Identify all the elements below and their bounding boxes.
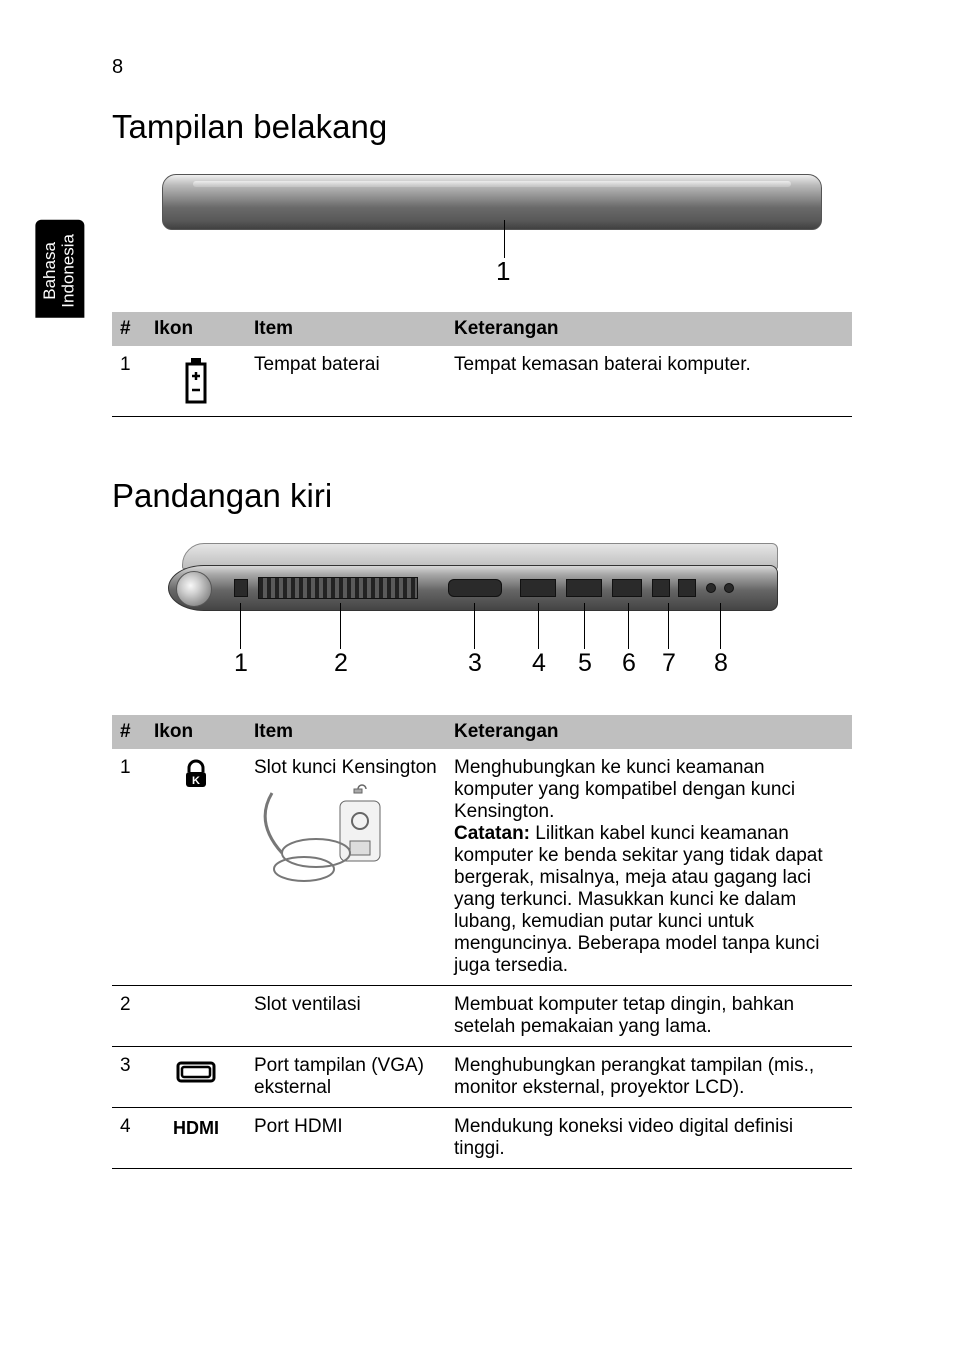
cell-item: Slot kunci Kensington [246, 749, 446, 986]
th-num: # [112, 312, 146, 346]
laptop-left-illustration [168, 543, 778, 619]
rj45-port [566, 579, 602, 597]
callout-number: 1 [496, 256, 510, 287]
vent-slot [258, 577, 418, 599]
th-ket: Keterangan [446, 715, 852, 749]
usb-port-1 [652, 579, 670, 597]
audio-port [706, 583, 716, 593]
callout-number: 1 [234, 649, 248, 678]
language-tab: BahasaIndonesia [35, 220, 84, 318]
audio-port-2 [724, 583, 734, 593]
section-left-view: Pandangan kiri 1 2 [112, 477, 852, 1169]
callout-line [628, 603, 629, 649]
cell-item: Slot ventilasi [246, 986, 446, 1047]
hdmi-port [520, 579, 556, 597]
heading-left-view: Pandangan kiri [112, 477, 852, 515]
th-item: Item [246, 715, 446, 749]
cell-ket: Membuat komputer tetap dingin, bahkan se… [446, 986, 852, 1047]
figure-rear: 1 [162, 174, 822, 294]
callout-number: 2 [334, 649, 348, 678]
table-left: # Ikon Item Keterangan 1 K Slot kunci Ke… [112, 715, 852, 1169]
vga-port [448, 579, 502, 597]
cell-item: Tempat baterai [246, 346, 446, 417]
th-ikon: Ikon [146, 715, 246, 749]
cell-num: 1 [112, 749, 146, 986]
callout-line [504, 220, 505, 258]
cell-ket: Tempat kemasan baterai komputer. [446, 346, 852, 417]
callout-number: 6 [622, 649, 636, 678]
cell-icon: K [146, 749, 246, 986]
table-header-row: # Ikon Item Keterangan [112, 312, 852, 346]
kensington-lock-drawing [254, 783, 394, 903]
table-row: 3 Port tampilan (VGA) eksternal Menghubu… [112, 1047, 852, 1108]
table-row: 1 K Slot kunci Kensington [112, 749, 852, 986]
th-item: Item [246, 312, 446, 346]
cell-icon [146, 1047, 246, 1108]
callout-line [538, 603, 539, 649]
callout-line [340, 603, 341, 649]
esata-port [612, 579, 642, 597]
callout-line [584, 603, 585, 649]
figure-left: 1 2 3 4 5 6 7 8 [168, 543, 778, 693]
page-content: Tampilan belakang 1 # Ikon Item Keterang… [112, 108, 852, 1169]
kensington-lock-icon: K [181, 759, 211, 789]
th-ikon: Ikon [146, 312, 246, 346]
th-ket: Keterangan [446, 312, 852, 346]
callout-line [720, 603, 721, 649]
note-label: Catatan: [454, 823, 530, 844]
table-row: 1 Tempat baterai Tempat kemasan baterai … [112, 346, 852, 417]
cell-num: 3 [112, 1047, 146, 1108]
page-number: 8 [112, 56, 123, 79]
kensington-port [234, 579, 248, 597]
cell-num: 2 [112, 986, 146, 1047]
th-num: # [112, 715, 146, 749]
cell-item: Port tampilan (VGA) eksternal [246, 1047, 446, 1108]
cell-ket: Menghubungkan ke kunci keamanan komputer… [446, 749, 852, 986]
cell-num: 4 [112, 1108, 146, 1169]
table-row: 4 HDMI Port HDMI Mendukung koneksi video… [112, 1108, 852, 1169]
vga-icon [172, 1057, 220, 1087]
table-row: 2 Slot ventilasi Membuat komputer tetap … [112, 986, 852, 1047]
callout-number: 5 [578, 649, 592, 678]
cell-icon [146, 986, 246, 1047]
svg-text:K: K [192, 775, 200, 787]
table-header-row: # Ikon Item Keterangan [112, 715, 852, 749]
usb-port-2 [678, 579, 696, 597]
battery-icon [179, 356, 213, 406]
callout-number: 8 [714, 649, 728, 678]
cell-item: Port HDMI [246, 1108, 446, 1169]
callout-number: 4 [532, 649, 546, 678]
hdmi-icon: HDMI [154, 1118, 238, 1139]
lock-illustration [254, 783, 394, 903]
callout-line [474, 603, 475, 649]
callout-number: 3 [468, 649, 482, 678]
cell-icon: HDMI [146, 1108, 246, 1169]
laptop-rear-illustration [162, 174, 822, 230]
callout-line [240, 603, 241, 649]
heading-rear-view: Tampilan belakang [112, 108, 852, 146]
item-text: Slot kunci Kensington [254, 757, 437, 778]
cell-num: 1 [112, 346, 146, 417]
table-rear: # Ikon Item Keterangan 1 Tempat baterai … [112, 312, 852, 417]
callout-number: 7 [662, 649, 676, 678]
cell-ket: Menghubungkan perangkat tampilan (mis., … [446, 1047, 852, 1108]
disc-icon [176, 571, 212, 607]
note-text: Lilitkan kabel kunci keamanan komputer k… [454, 823, 823, 976]
cell-ket: Mendukung koneksi video digital definisi… [446, 1108, 852, 1169]
cell-icon [146, 346, 246, 417]
callout-line [668, 603, 669, 649]
ket-text: Menghubungkan ke kunci keamanan komputer… [454, 757, 795, 822]
